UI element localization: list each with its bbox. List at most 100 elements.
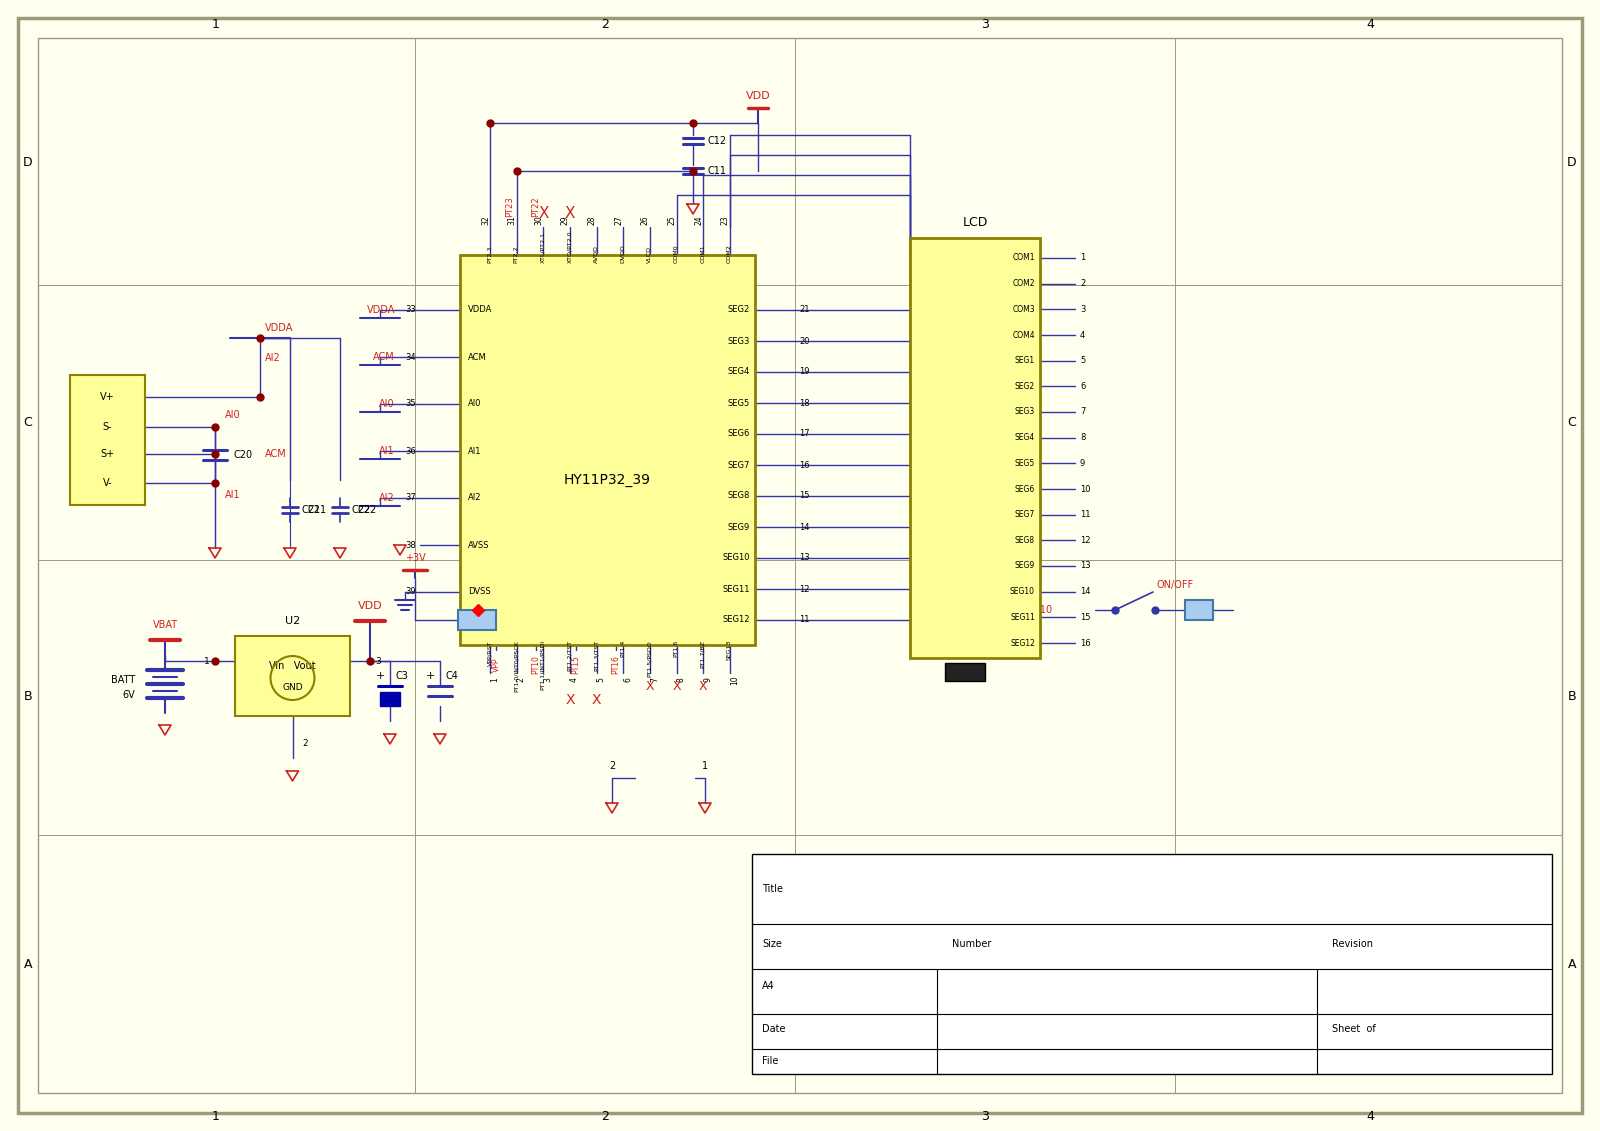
Text: 30: 30 [534,215,544,225]
Bar [461,254,755,645]
Text: 2: 2 [302,740,309,749]
Text: 8: 8 [677,677,686,682]
Text: SEG7: SEG7 [728,460,750,469]
Text: Revision: Revision [1331,939,1373,949]
Text: C22: C22 [358,506,378,515]
Text: COM4: COM4 [1013,330,1035,339]
Text: 15: 15 [798,492,810,501]
Text: PT1.0/INT0/PSCK: PT1.0/INT0/PSCK [514,640,518,692]
Text: 16: 16 [798,460,810,469]
Text: C21: C21 [302,506,322,515]
Text: 7: 7 [1080,407,1085,416]
Text: 1: 1 [205,656,210,665]
Text: 12: 12 [1080,536,1091,545]
Text: 3: 3 [981,17,989,31]
Text: 3: 3 [1080,305,1085,313]
Text: 31: 31 [507,215,517,225]
Text: PT16: PT16 [611,656,621,674]
Text: SEG9: SEG9 [1014,561,1035,570]
Text: +: + [376,671,386,681]
Text: 27: 27 [614,215,624,225]
Text: 1: 1 [213,1111,219,1123]
Text: C: C [1568,415,1576,429]
Text: AI1: AI1 [226,490,240,500]
Text: SEG9: SEG9 [728,523,750,532]
Text: A: A [1568,958,1576,970]
Text: A4: A4 [762,981,774,991]
Text: 39: 39 [405,587,416,596]
Text: 14: 14 [1080,587,1091,596]
Text: 20: 20 [798,337,810,345]
Text: S+: S+ [101,449,115,459]
Text: 9: 9 [704,677,712,682]
Text: X: X [565,206,576,221]
Text: PT1.4: PT1.4 [621,640,626,657]
Text: SEG2: SEG2 [1014,382,1035,391]
Text: PT15: PT15 [571,656,581,674]
Bar [381,692,400,706]
Text: 26: 26 [642,215,650,225]
Text: C11: C11 [707,166,726,176]
Text: AI0: AI0 [379,399,395,409]
Text: VLCD: VLCD [646,247,653,264]
Text: SEG10: SEG10 [723,553,750,562]
Bar [70,375,146,506]
Text: X: X [672,681,682,693]
Text: SEG4: SEG4 [728,368,750,377]
Text: 2: 2 [602,1111,610,1123]
Text: 14: 14 [798,523,810,532]
Text: C20: C20 [234,450,253,460]
Text: Vin   Vout: Vin Vout [269,661,315,671]
Text: SEG2: SEG2 [728,305,750,314]
Text: 16: 16 [1080,639,1091,648]
Bar [910,238,1040,658]
Text: 24: 24 [694,215,704,225]
Text: V+: V+ [101,392,115,402]
Text: 3: 3 [544,677,552,682]
Text: 19: 19 [798,368,810,377]
Text: 23: 23 [722,215,730,225]
Text: +: + [426,671,435,681]
Text: 2: 2 [602,17,610,31]
Text: B: B [24,691,32,703]
Text: X: X [538,206,549,221]
Text: 17: 17 [798,430,810,439]
Text: 10: 10 [730,675,739,684]
Text: COM0: COM0 [674,244,678,264]
Text: 18: 18 [798,398,810,407]
Text: ACM: ACM [373,352,395,362]
Text: 1: 1 [490,677,499,682]
Text: 6: 6 [1080,382,1085,391]
Text: 33: 33 [405,305,416,314]
Text: D: D [1566,155,1578,169]
Text: File: File [762,1056,778,1067]
Text: AI2: AI2 [379,493,395,503]
Text: D: D [22,155,34,169]
Text: VDD: VDD [358,601,382,611]
Bar [946,663,986,681]
Text: XTO/PT2.0: XTO/PT2.0 [566,231,573,264]
Text: Title: Title [762,884,782,893]
Text: 5: 5 [1080,356,1085,365]
Text: 5: 5 [597,677,606,682]
Text: X: X [592,693,602,707]
Text: C3: C3 [395,671,408,681]
Text: 29: 29 [562,215,570,225]
Text: S-: S- [102,422,112,432]
Text: DVDD: DVDD [621,244,626,264]
Text: SEG4: SEG4 [1014,433,1035,442]
Text: AI1: AI1 [379,446,395,456]
Text: 4: 4 [1366,1111,1374,1123]
Text: U2: U2 [285,616,301,625]
Text: PT1.2/TST: PT1.2/TST [566,640,573,671]
Text: PT10: PT10 [531,656,541,674]
Text: 12: 12 [798,585,810,594]
Text: 10: 10 [1080,484,1091,493]
Text: VPP/RST: VPP/RST [486,640,493,666]
Text: VDDA: VDDA [266,323,293,333]
Text: 3: 3 [374,656,381,665]
Text: PT23: PT23 [504,197,514,217]
Text: X: X [699,681,707,693]
Text: PT1.3/TST: PT1.3/TST [594,640,598,671]
Text: 36: 36 [405,447,416,456]
